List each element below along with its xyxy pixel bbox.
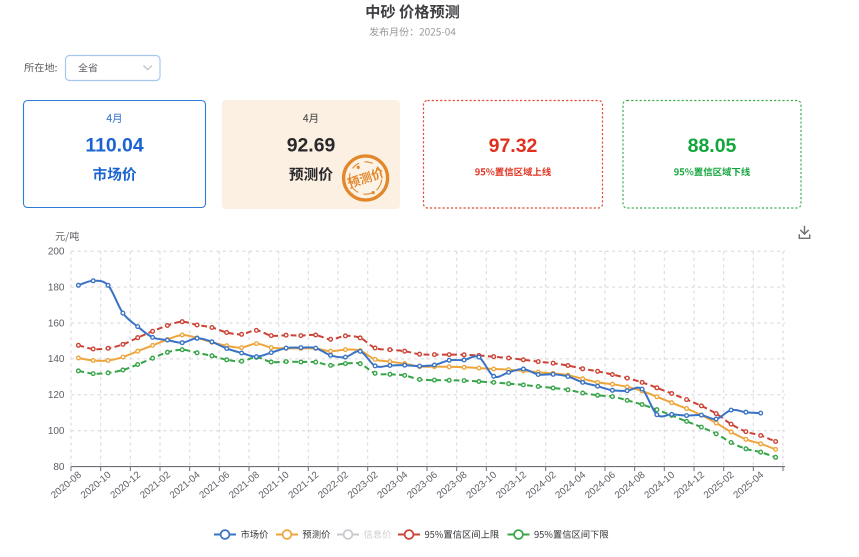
svg-text:100: 100 [48, 426, 65, 437]
svg-text:80: 80 [53, 462, 65, 473]
svg-text:120: 120 [48, 390, 65, 401]
svg-text:110.04: 110.04 [85, 134, 143, 156]
svg-text:88.05: 88.05 [688, 135, 737, 157]
svg-text:140: 140 [48, 354, 65, 365]
svg-text:200: 200 [48, 247, 65, 258]
svg-text:97.32: 97.32 [489, 135, 538, 157]
svg-text:160: 160 [48, 318, 65, 329]
svg-text:92.69: 92.69 [287, 134, 336, 156]
svg-text:180: 180 [48, 282, 65, 293]
